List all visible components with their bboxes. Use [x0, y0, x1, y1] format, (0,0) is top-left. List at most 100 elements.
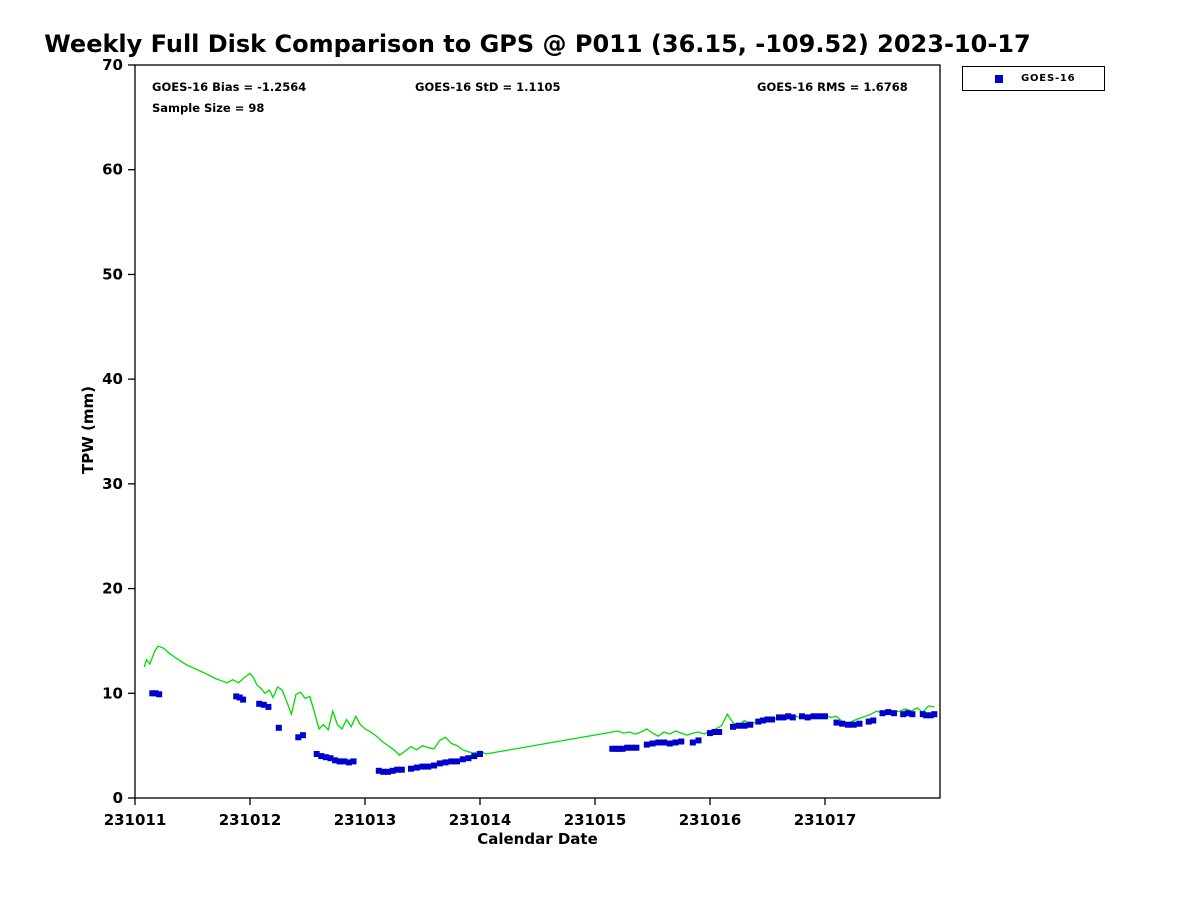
x-tick-label: 231016	[679, 811, 742, 829]
goes16-marker	[891, 710, 897, 717]
goes16-marker	[628, 744, 635, 751]
goes16-marker	[149, 690, 156, 697]
x-tick-label: 231015	[564, 811, 627, 829]
goes16-marker	[904, 710, 911, 717]
goes16-marker	[612, 745, 619, 752]
goes16-marker	[707, 730, 713, 737]
legend-square-marker-icon	[995, 74, 1003, 83]
goes16-marker	[769, 716, 776, 723]
goes16-marker	[845, 721, 851, 728]
goes16-marker	[345, 759, 352, 766]
x-tick-label: 231012	[219, 811, 282, 829]
stat-std: GOES-16 StD = 1.1105	[415, 80, 561, 94]
y-tick-label: 60	[102, 161, 123, 179]
axes-box	[134, 64, 941, 799]
goes16-marker	[785, 713, 792, 720]
goes16-marker	[398, 766, 405, 773]
goes16-marker	[747, 721, 754, 728]
goes16-marker	[649, 740, 656, 747]
goes16-marker	[380, 768, 387, 775]
goes16-marker	[879, 710, 886, 717]
goes16-marker	[816, 713, 823, 720]
chart-title: Weekly Full Disk Comparison to GPS @ P01…	[44, 30, 1031, 58]
goes16-marker	[394, 766, 401, 773]
goes16-marker	[789, 714, 796, 721]
goes16-marker	[716, 729, 723, 735]
goes16-marker	[619, 745, 626, 752]
goes16-marker	[256, 700, 263, 707]
goes16-marker	[735, 722, 742, 729]
goes16-marker	[419, 763, 426, 770]
goes16-marker	[336, 758, 343, 765]
y-axis-label: TPW (mm)	[79, 386, 97, 474]
x-tick-label: 231011	[104, 811, 167, 829]
goes16-marker	[350, 758, 357, 765]
goes16-marker	[318, 753, 325, 760]
goes16-marker	[385, 768, 391, 775]
goes16-marker	[341, 758, 348, 765]
goes16-marker	[741, 722, 748, 729]
y-tick-label: 20	[102, 580, 123, 598]
goes16-marker	[810, 713, 817, 720]
goes16-marker	[900, 711, 907, 718]
y-tick-label: 70	[102, 56, 123, 74]
goes16-marker	[465, 755, 472, 762]
goes16-marker	[471, 753, 478, 760]
legend-box: GOES-16	[962, 66, 1105, 91]
goes16-marker	[780, 714, 787, 721]
goes16-marker	[689, 739, 696, 746]
goes16-marker	[927, 712, 934, 719]
y-tick-label: 40	[102, 370, 123, 388]
goes16-marker	[678, 738, 685, 745]
gps-line-series	[143, 645, 935, 756]
goes16-marker	[730, 723, 736, 730]
stat-sample-size: Sample Size = 98	[152, 101, 265, 115]
legend-label: GOES-16	[1021, 73, 1076, 84]
y-tick-label: 10	[102, 684, 123, 702]
goes16-marker	[919, 711, 926, 718]
goes16-marker	[885, 709, 892, 716]
goes16-marker	[633, 744, 640, 751]
goes16-marker	[233, 693, 240, 700]
goes16-marker	[755, 718, 762, 725]
goes16-marker	[850, 721, 857, 728]
goes16-marker	[804, 714, 811, 721]
goes16-marker	[711, 729, 718, 735]
x-tick-label: 231017	[794, 811, 857, 829]
goes16-marker	[322, 754, 329, 761]
goes16-marker	[156, 691, 163, 698]
goes16-marker	[909, 711, 916, 718]
goes16-marker	[332, 757, 339, 764]
goes16-marker	[759, 717, 766, 724]
goes16-marker	[454, 758, 460, 765]
goes16-marker	[408, 765, 414, 772]
goes16-marker	[448, 758, 455, 765]
goes16-marker	[870, 717, 877, 724]
goes16-marker	[442, 759, 449, 766]
goes16-marker	[236, 694, 243, 701]
goes16-marker	[299, 732, 306, 739]
goes16-marker	[624, 744, 631, 751]
goes16-marker	[672, 739, 679, 746]
goes16-marker	[799, 713, 805, 720]
goes16-marker	[695, 737, 702, 744]
goes16-marker	[152, 690, 159, 697]
goes16-marker	[425, 763, 432, 770]
goes16-marker	[655, 739, 662, 746]
y-tick-label: 50	[102, 265, 123, 283]
goes16-marker	[931, 711, 938, 718]
goes16-marker	[375, 767, 382, 774]
goes16-marker	[431, 762, 437, 769]
goes16-marker	[295, 734, 302, 741]
goes16-marker	[839, 720, 846, 727]
goes16-marker	[616, 745, 623, 752]
goes16-marker	[923, 712, 930, 719]
goes16-marker	[265, 703, 272, 710]
goes16-marker	[275, 724, 282, 731]
goes16-marker	[413, 764, 420, 771]
goes16-marker	[260, 701, 267, 708]
goes16-marker	[856, 720, 863, 727]
goes16-marker	[240, 696, 247, 703]
